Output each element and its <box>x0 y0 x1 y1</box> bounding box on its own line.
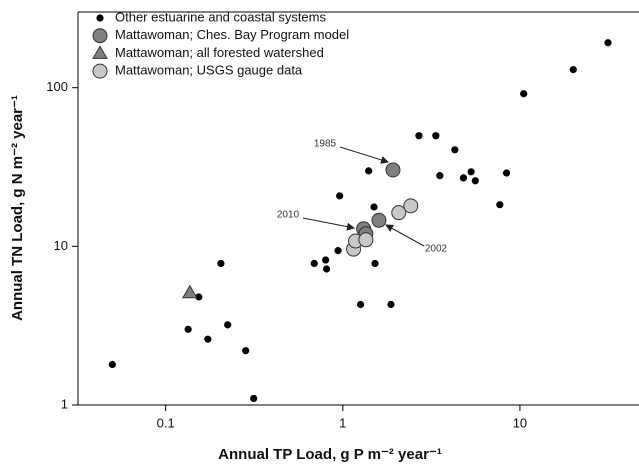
dot-point <box>96 14 104 22</box>
annotation-arrow <box>339 146 389 164</box>
dot-point <box>496 201 504 209</box>
legend-label: Mattawoman; Ches. Bay Program model <box>115 27 349 42</box>
dot-point <box>204 335 212 343</box>
dot-point <box>371 259 379 268</box>
x-axis-title: Annual TP Load, g P m⁻² year⁻¹ <box>218 446 442 463</box>
circle-point <box>92 28 108 44</box>
annotation: 1985 <box>314 139 337 150</box>
dot-point <box>569 66 577 74</box>
dot-point <box>322 256 330 264</box>
annotation: 2002 <box>425 244 448 255</box>
dot-point <box>432 132 440 140</box>
y-tick-label: 1 <box>61 396 68 411</box>
circle-point <box>403 198 419 214</box>
circle-point <box>358 232 374 248</box>
y-tick-label: 10 <box>54 238 68 253</box>
dot-point <box>459 174 468 182</box>
annotation-arrow <box>302 217 355 231</box>
annotation: 2010 <box>277 210 300 221</box>
dot-point <box>467 168 475 176</box>
dot-point <box>356 300 365 309</box>
triangle-point <box>92 45 108 59</box>
dot-point <box>365 167 373 175</box>
dot-point <box>336 192 344 200</box>
circle-point <box>391 205 407 221</box>
legend-label: Other estuarine and coastal systems <box>115 9 326 24</box>
y-axis-title: Annual TN Load, g N m⁻² year⁻¹ <box>9 95 26 321</box>
dot-point <box>224 321 232 329</box>
y-tick-label: 100 <box>46 79 68 94</box>
dot-point <box>184 325 192 333</box>
dot-point <box>242 347 250 355</box>
x-tick-label: 0.1 <box>157 415 175 430</box>
dot-point <box>217 259 225 268</box>
legend-label: Mattawoman; all forested watershed <box>115 45 324 60</box>
dot-point <box>604 39 612 47</box>
dot-point <box>415 132 423 140</box>
dot-point <box>195 293 203 301</box>
circle-point <box>371 212 387 228</box>
dot-point <box>520 90 528 98</box>
dot-point <box>451 146 459 154</box>
annotation-arrow <box>385 224 425 247</box>
dot-point <box>370 203 378 211</box>
x-tick-label: 10 <box>513 415 527 430</box>
dot-point <box>436 172 444 180</box>
dot-point <box>471 177 479 185</box>
dot-point <box>250 394 258 403</box>
legend-label: Mattawoman; USGS gauge data <box>115 63 303 78</box>
dot-point <box>322 265 331 273</box>
dot-point <box>310 259 318 268</box>
dot-point <box>108 360 116 369</box>
x-tick-label: 1 <box>339 415 346 430</box>
circle-point <box>385 162 401 178</box>
dot-point <box>502 169 511 177</box>
circle-point <box>92 63 108 79</box>
triangle-point <box>182 284 198 299</box>
dot-point <box>334 247 342 255</box>
dot-point <box>387 300 395 309</box>
